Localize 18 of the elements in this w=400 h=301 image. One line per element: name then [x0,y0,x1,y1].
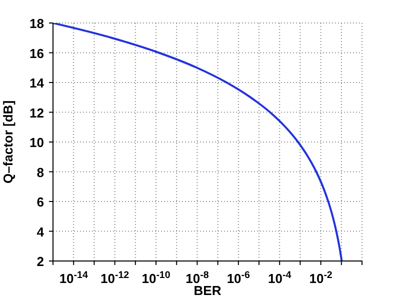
x-tick-label: 10$^{-14}$ [59,270,88,286]
y-tick-label: 6 [36,194,44,210]
x-axis-title: BER [194,283,222,298]
y-tick-label: 10 [30,135,44,150]
x-tick-label: 10$^{-4}$ [268,270,292,286]
y-tick-label: 12 [30,105,44,120]
y-axis-title: Q–factor [dB] [0,100,16,184]
y-tick-label: 8 [36,164,44,180]
x-tick-label: 10$^{-8}$ [186,270,210,286]
x-tick-label: 10$^{-12}$ [100,270,130,286]
x-tick-label: 10$^{-6}$ [226,270,251,286]
y-tick-label: 16 [30,46,44,61]
y-tick-label: 4 [36,224,45,240]
y-tick-label: 14 [30,76,45,90]
x-tick-label: 10$^{-10}$ [142,270,171,286]
y-tick-label: 18 [30,16,44,31]
y-tick-label: 2 [36,254,44,269]
x-tick-label: 10$^{-2}$ [309,270,333,286]
